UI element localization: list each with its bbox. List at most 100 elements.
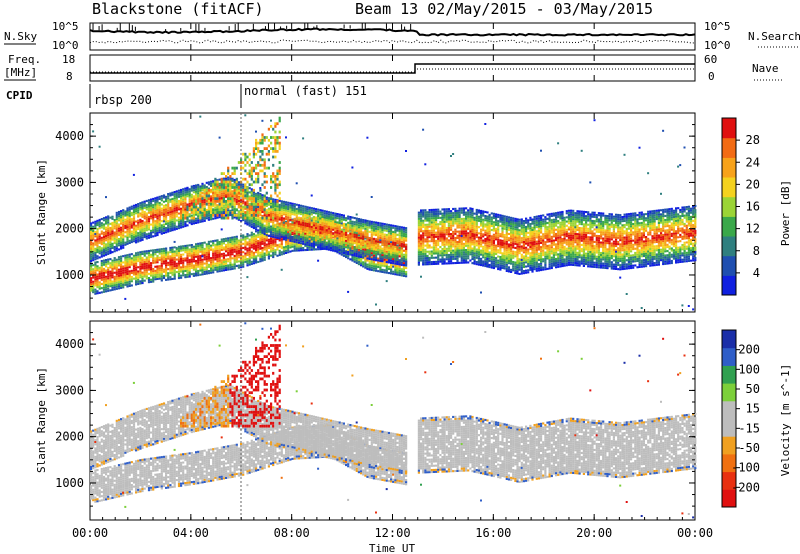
power-pixel bbox=[152, 229, 154, 231]
power-pixel bbox=[399, 259, 401, 261]
power-pixel bbox=[270, 226, 272, 228]
power-scatter bbox=[193, 186, 195, 188]
power-pixel bbox=[111, 276, 113, 278]
power-pixel bbox=[96, 251, 98, 253]
power-pixel bbox=[107, 269, 109, 271]
power-pixel bbox=[285, 224, 287, 226]
power-pixel bbox=[204, 258, 206, 260]
power-pixel bbox=[229, 203, 231, 206]
power-pixel bbox=[244, 222, 246, 224]
power-pixel bbox=[201, 210, 203, 212]
power-pixel bbox=[165, 206, 167, 208]
power-pixel bbox=[249, 249, 251, 251]
power-pixel bbox=[373, 223, 375, 225]
power-pixel bbox=[120, 276, 122, 278]
power-pixel bbox=[324, 246, 326, 248]
power-pixel bbox=[255, 224, 257, 226]
power-pixel bbox=[279, 136, 281, 139]
power-pixel bbox=[298, 249, 300, 251]
power-pixel bbox=[167, 201, 169, 203]
power-pixel bbox=[334, 219, 336, 221]
power-pixel bbox=[148, 267, 150, 269]
power-pixel bbox=[101, 256, 103, 258]
power-pixel bbox=[144, 205, 146, 207]
power-pixel bbox=[197, 264, 199, 266]
power-pixel bbox=[296, 214, 298, 216]
power-pixel bbox=[384, 252, 386, 254]
power-pixel bbox=[330, 237, 332, 239]
power-pixel bbox=[223, 172, 225, 175]
power-pixel bbox=[109, 281, 111, 283]
power-pixel bbox=[182, 217, 184, 220]
power-pixel bbox=[281, 243, 283, 245]
power-pixel bbox=[287, 212, 289, 214]
power-pixel bbox=[259, 246, 261, 248]
power-pixel bbox=[126, 214, 128, 216]
power-pixel bbox=[152, 272, 154, 274]
power-pixel bbox=[388, 261, 390, 263]
power-pixel bbox=[189, 244, 191, 246]
power-pixel bbox=[328, 213, 330, 215]
power-pixel bbox=[137, 270, 139, 272]
power-pixel bbox=[101, 277, 103, 279]
power-pixel bbox=[279, 229, 281, 231]
power-pixel bbox=[392, 235, 394, 237]
power-pixel bbox=[131, 224, 133, 226]
power-pixel bbox=[144, 228, 146, 230]
power-pixel bbox=[244, 195, 246, 198]
power-pixel bbox=[276, 216, 278, 218]
power-pixel bbox=[231, 200, 233, 203]
power-pixel bbox=[199, 211, 201, 214]
power-pixel bbox=[266, 192, 268, 195]
power-pixel bbox=[276, 203, 278, 206]
power-pixel bbox=[204, 193, 206, 195]
power-pixel bbox=[189, 253, 191, 255]
power-pixel bbox=[150, 234, 152, 236]
power-pixel bbox=[169, 270, 171, 272]
power-pixel bbox=[174, 216, 176, 218]
power-pixel bbox=[131, 208, 133, 210]
power-pixel bbox=[184, 274, 186, 276]
power-pixel bbox=[103, 264, 105, 266]
power-pixel bbox=[242, 215, 244, 217]
power-pixel bbox=[124, 242, 126, 244]
power-pixel bbox=[197, 249, 199, 251]
power-pixel bbox=[141, 210, 143, 212]
power-pixel bbox=[285, 205, 287, 207]
power-pixel bbox=[246, 244, 248, 246]
power-pixel bbox=[261, 247, 263, 249]
power-pixel bbox=[381, 256, 383, 258]
power-pixel bbox=[236, 201, 238, 203]
power-pixel bbox=[122, 220, 124, 222]
power-pixel bbox=[139, 238, 141, 240]
power-pixel bbox=[321, 212, 323, 214]
power-pixel bbox=[120, 272, 122, 274]
power-pixel bbox=[259, 142, 261, 145]
power-pixel bbox=[373, 230, 375, 232]
power-pixel bbox=[182, 195, 184, 197]
power-pixel bbox=[274, 175, 276, 178]
power-pixel bbox=[161, 261, 163, 263]
power-pixel bbox=[304, 210, 306, 212]
power-pixel bbox=[294, 207, 296, 209]
power-pixel bbox=[206, 197, 208, 200]
power-pixel bbox=[94, 276, 96, 278]
power-pixel bbox=[214, 197, 216, 200]
power-pixel bbox=[214, 258, 216, 260]
power-pixel bbox=[129, 236, 131, 238]
power-pixel bbox=[208, 181, 210, 183]
power-pixel bbox=[137, 275, 139, 277]
power-pixel bbox=[356, 253, 358, 255]
power-pixel bbox=[244, 178, 246, 181]
power-pixel bbox=[144, 253, 146, 255]
power-pixel bbox=[171, 265, 173, 267]
power-pixel bbox=[366, 247, 368, 249]
power-pixel bbox=[261, 239, 263, 241]
power-pixel bbox=[345, 238, 347, 240]
power-pixel bbox=[274, 139, 276, 142]
power-pixel bbox=[287, 229, 289, 231]
power-pixel bbox=[364, 242, 366, 244]
power-pixel bbox=[223, 259, 225, 261]
power-pixel bbox=[131, 218, 133, 220]
power-pixel bbox=[392, 252, 394, 254]
